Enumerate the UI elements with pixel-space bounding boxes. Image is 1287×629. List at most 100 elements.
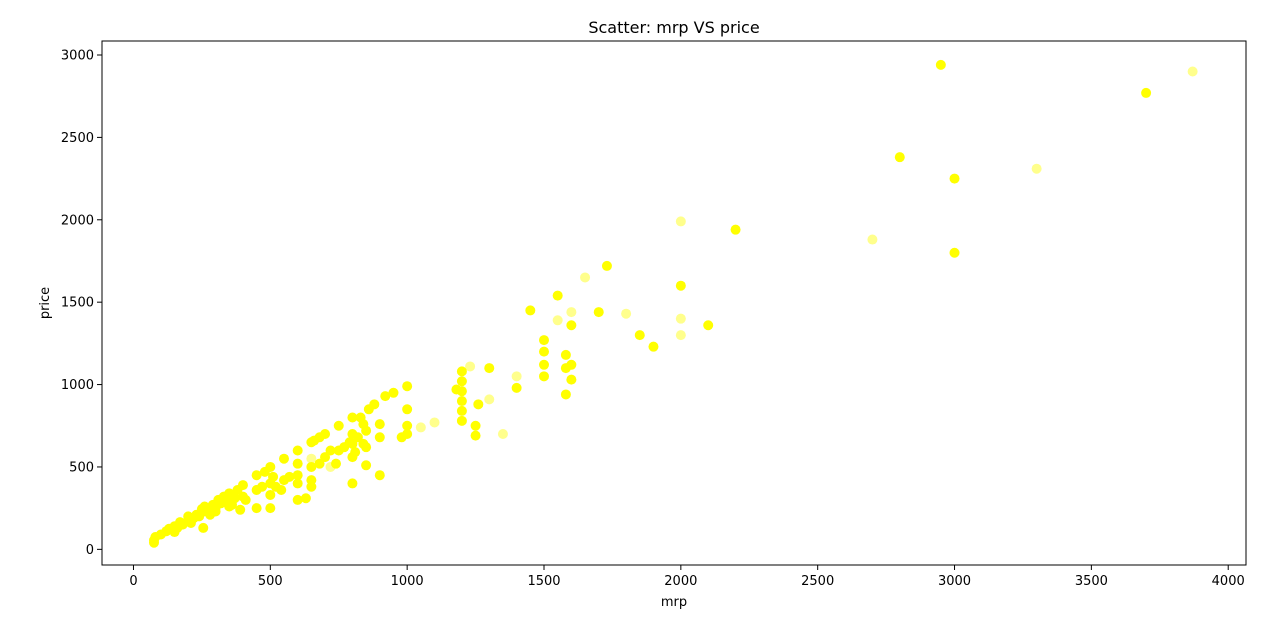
scatter-point [539, 359, 549, 370]
scatter-point [648, 341, 659, 352]
scatter-point [675, 330, 686, 341]
scatter-point [347, 412, 358, 423]
y-tick-label: 500 [69, 460, 94, 475]
scatter-point [279, 453, 289, 464]
y-tick-label: 2000 [61, 213, 94, 228]
scatter-point [560, 349, 571, 360]
y-tick-label: 3000 [61, 49, 94, 64]
scatter-point [415, 422, 426, 433]
scatter-point [306, 461, 317, 472]
scatter-point [265, 461, 276, 472]
x-axis-label: mrp [661, 595, 687, 610]
scatter-point [470, 420, 481, 431]
scatter-point [456, 396, 467, 407]
scatter-point [1031, 163, 1042, 174]
scatter-point [456, 366, 467, 377]
scatter-point [237, 480, 248, 491]
scatter-point [465, 361, 476, 372]
scatter-point [374, 419, 385, 430]
scatter-point [292, 478, 303, 489]
scatter-point [949, 173, 960, 184]
scatter-point [456, 386, 467, 397]
scatter-point [388, 387, 399, 398]
x-tick-label: 2000 [664, 574, 697, 589]
scatter-point [292, 494, 303, 505]
scatter-point [380, 391, 391, 402]
scatter-point [292, 445, 303, 456]
scatter-point [566, 320, 577, 331]
scatter-point [402, 404, 413, 415]
scatter-point [539, 335, 549, 346]
scatter-point [539, 346, 549, 357]
scatter-point [539, 371, 549, 382]
scatter-point [314, 458, 325, 469]
scatter-point [402, 420, 413, 431]
scatter-point [306, 453, 317, 464]
scatter-point [361, 442, 372, 453]
scatter-point [198, 522, 209, 533]
scatter-point [1141, 87, 1152, 98]
scatter-point [560, 389, 571, 400]
points-layer [149, 59, 1198, 548]
x-tick-label: 500 [258, 574, 283, 589]
scatter-point [470, 430, 481, 441]
y-tick-label: 1500 [61, 296, 94, 311]
scatter-point [369, 399, 380, 410]
scatter-point [292, 470, 303, 481]
scatter-point [251, 503, 262, 514]
scatter-point [429, 417, 440, 428]
scatter-point [333, 420, 344, 431]
scatter-point [566, 359, 577, 370]
scatter-point [675, 280, 686, 291]
x-tick-label: 1500 [527, 574, 560, 589]
scatter-point [320, 429, 331, 439]
x-tick-label: 0 [129, 574, 137, 589]
scatter-point [566, 307, 577, 318]
scatter-point [325, 445, 336, 456]
scatter-point [456, 415, 467, 426]
scatter-point [484, 394, 495, 405]
y-tick-label: 2500 [61, 131, 94, 146]
scatter-point [730, 224, 741, 235]
scatter-point [292, 458, 303, 469]
scatter-point [566, 374, 577, 385]
scatter-point [257, 481, 268, 492]
scatter-point [402, 381, 413, 392]
scatter-point [374, 432, 385, 443]
scatter-point [361, 425, 372, 436]
y-tick-label: 0 [86, 543, 94, 558]
scatter-point [601, 260, 612, 271]
scatter-point [320, 452, 331, 463]
scatter-point [621, 308, 632, 319]
plot-frame [101, 40, 1247, 566]
scatter-point [593, 307, 604, 318]
y-axis-label: price [38, 287, 53, 319]
scatter-point [265, 503, 276, 514]
x-axis-ticks: 0 500 1000 1500 2000 2500 3000 3500 4000 [129, 565, 1245, 589]
x-tick-label: 3500 [1075, 574, 1108, 589]
scatter-point [456, 405, 467, 416]
scatter-point [497, 429, 508, 439]
scatter-point [276, 485, 287, 496]
scatter-point [552, 315, 563, 326]
scatter-point [894, 152, 905, 163]
scatter-point [235, 504, 246, 515]
scatter-point [361, 460, 372, 471]
scatter-point [525, 305, 536, 316]
x-tick-label: 4000 [1212, 574, 1245, 589]
scatter-point [675, 313, 686, 324]
scatter-point [268, 471, 279, 482]
scatter-point [484, 363, 495, 374]
scatter-point [352, 432, 363, 443]
scatter-point [634, 330, 645, 341]
scatter-point [350, 447, 361, 458]
scatter-point [867, 234, 878, 245]
scatter-point [331, 458, 341, 469]
scatter-point [473, 399, 484, 410]
chart-title: Scatter: mrp VS price [588, 18, 759, 37]
scatter-point [949, 247, 960, 258]
x-tick-label: 3000 [938, 574, 971, 589]
scatter-point [675, 216, 686, 227]
scatter-point [580, 272, 591, 283]
scatter-point [284, 471, 295, 482]
